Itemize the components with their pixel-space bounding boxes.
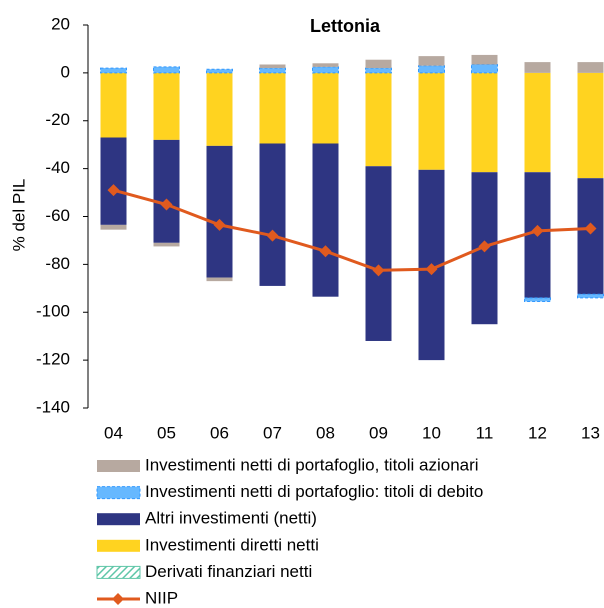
y-tick-label: -80 (45, 254, 70, 273)
bar-segment (577, 178, 604, 295)
x-tick-label: 08 (316, 423, 335, 442)
bar-segment (153, 72, 180, 140)
bar-segment (365, 67, 392, 74)
legend-swatch (97, 513, 140, 526)
bar-segment (259, 72, 286, 144)
x-tick-label: 09 (369, 423, 388, 442)
bar-segment (206, 277, 233, 282)
bar-segment (524, 62, 551, 73)
legend-swatch (97, 539, 140, 552)
bar-segment (153, 242, 180, 247)
niip-marker (107, 184, 120, 197)
x-tick-label: 07 (263, 423, 282, 442)
bar-segment (471, 54, 498, 65)
bar-segment (206, 145, 233, 278)
niip-marker (372, 264, 385, 277)
x-tick-label: 04 (104, 423, 123, 442)
x-tick-label: 12 (528, 423, 547, 442)
bar-segment (100, 67, 127, 74)
y-tick-label: 0 (61, 62, 70, 81)
bar-segment (312, 143, 339, 297)
bar-segment (312, 63, 339, 67)
niip-marker (319, 245, 332, 258)
legend-label: Derivati finanziari netti (145, 562, 312, 581)
x-tick-label: 13 (581, 423, 600, 442)
y-tick-label: -20 (45, 110, 70, 129)
legend-swatch (96, 486, 141, 500)
bar-segment (577, 62, 604, 73)
legend-label: Investimenti diretti netti (145, 535, 319, 554)
legend-label: Investimenti netti di portafoglio: titol… (145, 482, 483, 501)
bar-segment (100, 72, 127, 138)
y-tick-label: -120 (36, 350, 70, 369)
bar-segment (100, 224, 127, 230)
bar-segment (259, 143, 286, 286)
legend-swatch (96, 565, 141, 579)
legend-label: Investimenti netti di portafoglio, titol… (145, 455, 479, 474)
y-tick-label: -100 (36, 302, 70, 321)
bar-segment (577, 293, 604, 299)
bar-segment (418, 72, 445, 170)
y-tick-label: -40 (45, 158, 70, 177)
niip-marker (478, 240, 491, 253)
bar-segment (153, 66, 180, 74)
legend-swatch (112, 593, 124, 605)
bar-segment (259, 67, 286, 74)
bar-segment (418, 56, 445, 66)
niip-line (113, 188, 591, 272)
legend-label: NIIP (145, 588, 178, 607)
bar-segment (471, 72, 498, 173)
legend-swatch (97, 460, 140, 472)
y-tick-label: 20 (51, 14, 70, 33)
x-tick-label: 10 (422, 423, 441, 442)
y-axis-label: % del PIL (9, 179, 28, 252)
bar-segment (100, 137, 127, 225)
legend-label: Altri investimenti (netti) (145, 509, 317, 528)
y-tick-label: -60 (45, 206, 70, 225)
bar-segment (365, 59, 392, 69)
bar-segment (524, 297, 551, 302)
bar-segment (312, 72, 339, 144)
bar-segment (577, 72, 604, 179)
bar-segment (206, 72, 233, 146)
niip-marker (160, 198, 173, 211)
niip-marker (584, 222, 597, 235)
y-tick-label: -140 (36, 397, 70, 416)
bar-segment (259, 64, 286, 69)
bar-segment (418, 65, 445, 74)
chart-title: Lettonia (310, 16, 381, 36)
bar-segment (206, 68, 233, 74)
niip-marker (213, 218, 226, 231)
bar-segment (153, 139, 180, 243)
niip-marker (425, 263, 438, 276)
bar-segment (471, 63, 498, 74)
x-tick-label: 11 (476, 423, 494, 442)
x-tick-label: 05 (157, 423, 176, 442)
x-tick-label: 06 (210, 423, 229, 442)
niip-marker (266, 229, 279, 242)
bar-segment (365, 166, 392, 341)
bar-segment (524, 72, 551, 173)
bar-segment (312, 66, 339, 74)
niip-marker (531, 224, 544, 237)
bar-segment (365, 72, 392, 167)
